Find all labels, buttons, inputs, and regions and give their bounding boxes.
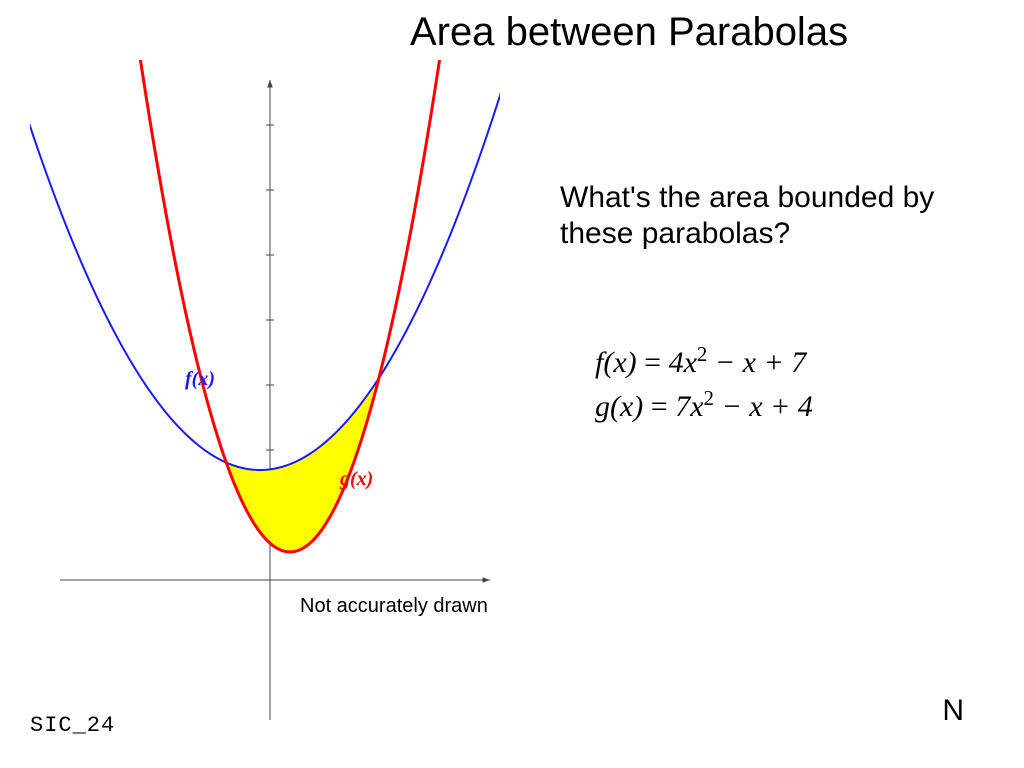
- equation-f: f(x) = 4x2 − x + 7: [595, 340, 813, 384]
- footer-label: SIC_24: [30, 713, 115, 738]
- f-rhs-a: 4x: [669, 346, 697, 379]
- g-rhs-a: 7x: [675, 390, 703, 423]
- page-letter: N: [942, 694, 964, 728]
- question-text: What's the area bounded by these parabol…: [560, 180, 940, 252]
- caption-not-accurate: Not accurately drawn: [300, 595, 488, 618]
- equation-g: g(x) = 7x2 − x + 4: [595, 384, 813, 428]
- parabola-graph: [30, 60, 500, 720]
- equation-block: f(x) = 4x2 − x + 7 g(x) = 7x2 − x + 4: [595, 340, 813, 428]
- f-lhs: f(x): [595, 346, 637, 379]
- f-rhs-b: − x + 7: [707, 346, 806, 379]
- page-title: Area between Parabolas: [410, 10, 848, 55]
- g-lhs: g(x): [595, 390, 643, 423]
- g-of-x-label: g(x): [340, 468, 373, 491]
- f-of-x-label: f(x): [185, 368, 215, 391]
- g-rhs-b: − x + 4: [714, 390, 813, 423]
